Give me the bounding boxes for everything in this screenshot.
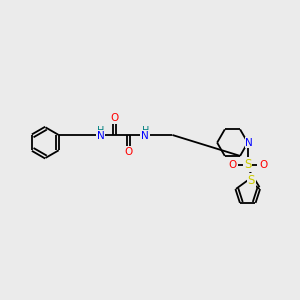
Text: O: O: [125, 147, 133, 157]
Text: H: H: [142, 126, 149, 136]
Text: O: O: [228, 160, 237, 170]
Text: O: O: [111, 113, 119, 123]
Text: H: H: [97, 126, 104, 136]
Text: N: N: [245, 138, 253, 148]
Text: N: N: [141, 131, 149, 141]
Text: S: S: [244, 158, 251, 171]
Text: O: O: [259, 160, 267, 170]
Text: N: N: [97, 131, 104, 141]
Text: S: S: [248, 174, 255, 187]
